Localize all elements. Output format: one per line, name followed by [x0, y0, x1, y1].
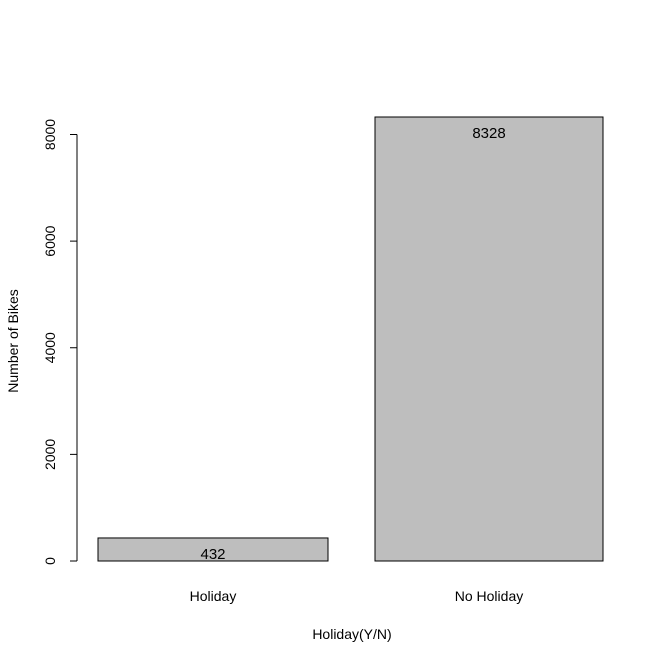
x-tick-label: No Holiday	[455, 588, 523, 604]
x-tick-labels: Holiday No Holiday	[190, 588, 524, 604]
bar-no-holiday	[374, 116, 604, 562]
y-tick-label: 8000	[42, 119, 58, 150]
x-tick-label: Holiday	[190, 588, 237, 604]
y-tick-label: 4000	[42, 332, 58, 363]
y-tick-label: 6000	[42, 225, 58, 256]
y-tick-label: 0	[42, 557, 58, 565]
y-axis: 0 2000 4000 6000 8000	[42, 119, 78, 565]
y-axis-title: Number of Bikes	[5, 289, 21, 392]
bar-data-label: 8328	[472, 125, 505, 142]
bars: 432 8328	[97, 116, 604, 563]
y-tick-label: 2000	[42, 439, 58, 470]
bar-data-label: 432	[200, 546, 225, 563]
x-axis-title: Holiday(Y/N)	[312, 626, 391, 642]
bar-holiday	[97, 537, 329, 562]
